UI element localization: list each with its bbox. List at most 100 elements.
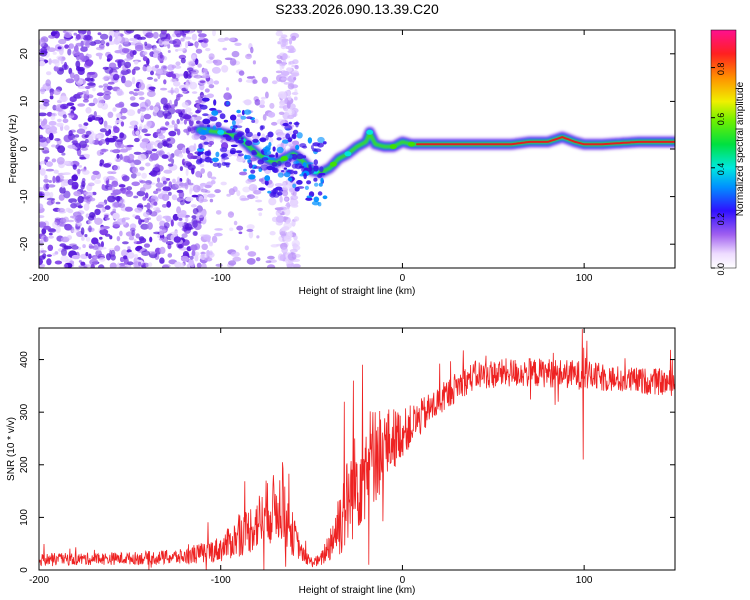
noise-blob bbox=[265, 260, 272, 264]
noise-blob bbox=[213, 232, 223, 237]
noise-blob bbox=[153, 78, 158, 82]
noise-blob bbox=[99, 228, 109, 236]
noise-blob bbox=[154, 64, 160, 69]
ridge-knot bbox=[408, 141, 415, 147]
noise-blob bbox=[290, 32, 300, 39]
noise-blob bbox=[142, 51, 148, 55]
noise-blob bbox=[95, 204, 104, 209]
ridge-blob bbox=[263, 150, 272, 156]
noise-blob bbox=[148, 86, 156, 91]
noise-blob bbox=[287, 83, 295, 90]
noise-blob bbox=[139, 106, 147, 112]
ridge-blob bbox=[292, 183, 297, 189]
noise-blob bbox=[85, 264, 92, 267]
noise-blob bbox=[149, 211, 158, 217]
noise-blob bbox=[149, 105, 154, 111]
noise-blob bbox=[100, 241, 104, 248]
noise-blob bbox=[65, 78, 75, 84]
noise-blob bbox=[244, 245, 249, 251]
noise-blob bbox=[125, 190, 134, 197]
noise-blob bbox=[242, 99, 252, 104]
noise-blob bbox=[234, 42, 242, 46]
noise-blob bbox=[161, 154, 169, 159]
noise-blob bbox=[70, 215, 75, 219]
noise-blob bbox=[129, 96, 136, 101]
noise-blob bbox=[126, 249, 132, 253]
noise-blob bbox=[206, 93, 214, 99]
noise-blob bbox=[238, 70, 245, 76]
ridge-blob bbox=[283, 167, 287, 170]
ridge-blob bbox=[276, 146, 284, 154]
noise-blob bbox=[90, 263, 95, 268]
ridge-blob bbox=[311, 201, 320, 206]
ridge-blob bbox=[240, 137, 244, 140]
spectrogram-y-tick-label: -20 bbox=[19, 237, 30, 252]
noise-blob bbox=[113, 126, 120, 133]
noise-blob bbox=[199, 163, 205, 168]
ridge-blob bbox=[268, 154, 276, 158]
ridge-blob bbox=[292, 133, 297, 140]
noise-blob bbox=[52, 104, 57, 111]
noise-blob bbox=[54, 251, 59, 255]
ridge-blob bbox=[199, 135, 207, 140]
noise-blob bbox=[293, 96, 298, 101]
ridge-knot bbox=[366, 129, 374, 135]
noise-blob bbox=[54, 138, 61, 142]
noise-blob bbox=[91, 237, 99, 245]
noise-blob bbox=[76, 66, 81, 72]
noise-blob bbox=[177, 213, 186, 218]
ridge-blob bbox=[219, 147, 228, 153]
noise-blob bbox=[78, 260, 82, 263]
noise-blob bbox=[141, 250, 151, 256]
noise-blob bbox=[43, 236, 49, 243]
ridge-blob bbox=[225, 163, 230, 168]
noise-blob bbox=[148, 156, 154, 162]
noise-blob bbox=[276, 118, 286, 125]
noise-blob bbox=[195, 109, 201, 114]
noise-blob bbox=[193, 74, 203, 79]
ridge-blob bbox=[277, 172, 284, 178]
noise-blob bbox=[155, 150, 165, 156]
noise-blob bbox=[176, 118, 180, 125]
noise-blob bbox=[134, 254, 139, 259]
noise-blob bbox=[255, 257, 261, 262]
noise-blob bbox=[257, 207, 263, 211]
noise-blob bbox=[208, 84, 215, 89]
noise-blob bbox=[209, 198, 214, 203]
ridge-blob bbox=[219, 113, 226, 120]
noise-blob bbox=[144, 99, 151, 107]
noise-blob bbox=[88, 245, 95, 249]
noise-blob bbox=[39, 164, 42, 171]
noise-blob bbox=[104, 214, 109, 218]
noise-blob bbox=[63, 264, 69, 268]
noise-blob bbox=[82, 34, 92, 41]
noise-blob bbox=[104, 205, 111, 210]
ridge-blob bbox=[204, 156, 212, 163]
noise-blob bbox=[103, 94, 111, 100]
noise-blob bbox=[104, 125, 113, 130]
noise-blob bbox=[183, 114, 192, 120]
noise-blob bbox=[267, 255, 275, 260]
noise-blob bbox=[282, 182, 287, 188]
noise-blob bbox=[54, 59, 60, 68]
noise-blob bbox=[144, 41, 148, 46]
snr-x-tick-label: 100 bbox=[576, 575, 593, 586]
noise-blob bbox=[157, 214, 163, 222]
noise-blob bbox=[127, 251, 135, 259]
noise-blob bbox=[282, 39, 287, 43]
noise-blob bbox=[294, 88, 298, 96]
noise-blob bbox=[46, 197, 56, 201]
noise-blob bbox=[159, 246, 166, 254]
noise-blob bbox=[179, 166, 183, 172]
snr-y-tick-label: 300 bbox=[19, 403, 30, 420]
noise-blob bbox=[292, 59, 299, 65]
noise-blob bbox=[58, 194, 65, 201]
noise-blob bbox=[85, 107, 92, 114]
ridge-blob bbox=[203, 141, 209, 145]
noise-blob bbox=[63, 245, 73, 250]
noise-blob bbox=[55, 201, 61, 205]
noise-blob bbox=[77, 92, 84, 96]
noise-blob bbox=[143, 217, 150, 223]
ridge-knot bbox=[344, 151, 352, 157]
noise-blob bbox=[112, 189, 122, 195]
